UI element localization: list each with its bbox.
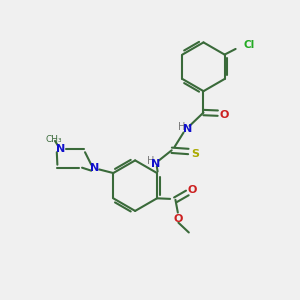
- Text: H: H: [147, 156, 154, 166]
- Text: N: N: [90, 163, 100, 173]
- Text: O: O: [219, 110, 228, 120]
- Text: Cl: Cl: [243, 40, 254, 50]
- Text: CH₃: CH₃: [46, 135, 62, 144]
- Text: O: O: [188, 185, 197, 195]
- Text: S: S: [191, 149, 199, 159]
- Text: H: H: [178, 122, 186, 131]
- Text: O: O: [174, 214, 183, 224]
- Text: N: N: [183, 124, 192, 134]
- Text: N: N: [151, 159, 160, 169]
- Text: N: N: [56, 144, 65, 154]
